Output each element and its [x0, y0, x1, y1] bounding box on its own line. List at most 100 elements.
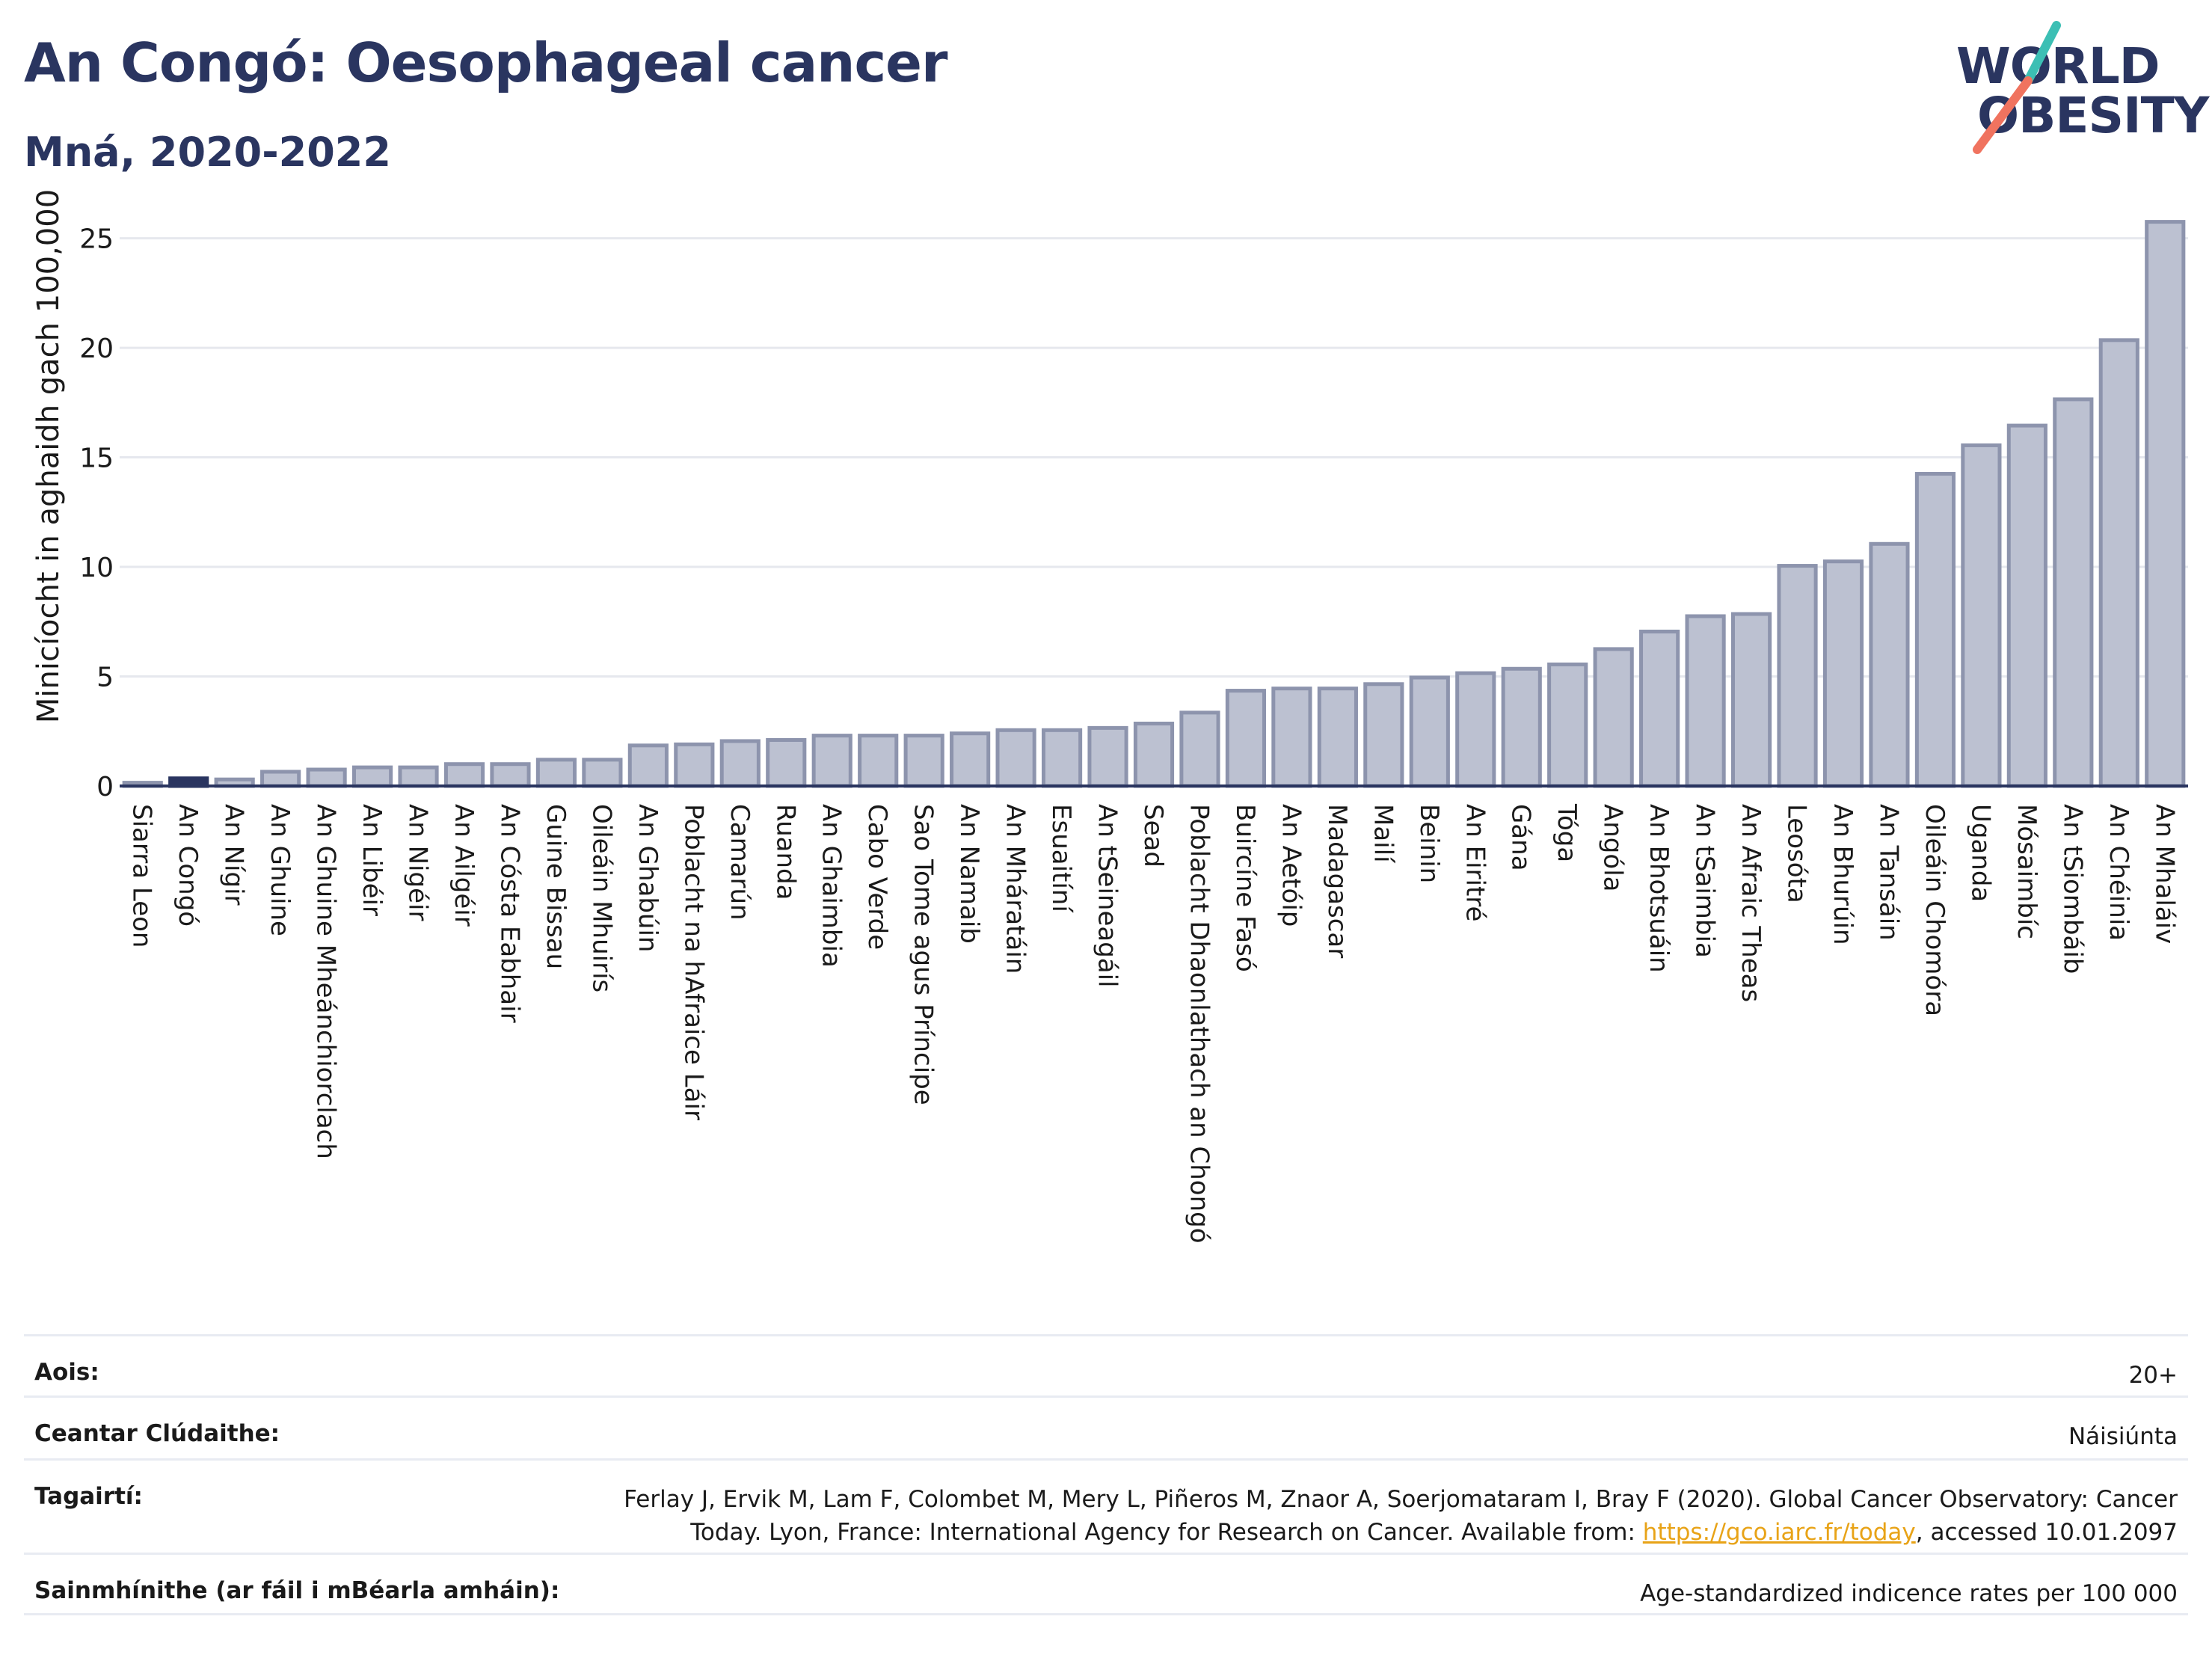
references-link[interactable]: https://gco.iarc.fr/today: [1642, 1519, 1916, 1546]
bar: [535, 758, 577, 788]
x-tick-label: Sao Tome agus Príncipe: [909, 804, 938, 1105]
coverage-label: Ceantar Clúdaithe:: [34, 1420, 280, 1447]
x-tick-label: An tSaimbia: [1690, 804, 1720, 958]
y-tick-label: 5: [96, 663, 114, 693]
age-label: Aois:: [34, 1359, 99, 1386]
bar: [1685, 614, 1726, 788]
bar: [351, 765, 393, 788]
bar: [1777, 564, 1818, 788]
y-tick-labels: 0 5 10 15 20 25: [79, 224, 114, 802]
x-tick-label: An Nigéir: [403, 804, 433, 921]
age-value: 20+: [2128, 1362, 2178, 1389]
bar: [443, 762, 485, 788]
info-table: Aois: 20+ Ceantar Clúdaithe: Náisiúnta T…: [24, 1334, 2188, 1615]
bar: [1869, 541, 1910, 788]
bar: [2053, 397, 2094, 788]
x-tick-label: Guine Bissau: [541, 804, 571, 969]
x-tick-label: An Eiritré: [1460, 804, 1490, 921]
bar: [950, 731, 991, 788]
bar: [995, 728, 1036, 788]
bar-chart: 0 5 10 15 20 25 Siarra Leon An Congó An Nígir An…: [31, 189, 2188, 1244]
bar: [1547, 662, 1588, 788]
y-tick-label: 20: [79, 334, 114, 364]
y-axis-label: Minicíocht in aghaidh gach 100,000: [31, 189, 66, 723]
bar: [766, 737, 807, 788]
x-tick-label: Siarra Leon: [127, 804, 157, 948]
bar: [1455, 671, 1496, 788]
x-tick-label: An Mhaláiv: [2149, 804, 2179, 944]
x-tick-label: An Ghuine Mheánchiorclach: [311, 804, 341, 1159]
x-tick-label: Poblacht Dhaonlathach an Chongó: [1184, 804, 1214, 1244]
x-tick-label: An Ghuine: [265, 804, 295, 936]
x-tick-label: An Chéinia: [2104, 804, 2133, 941]
bar: [2006, 423, 2047, 788]
x-tick-label: Esuaitíní: [1046, 804, 1076, 913]
bar: [1501, 666, 1542, 788]
x-tick-label: An Congó: [173, 804, 203, 927]
bar: [260, 770, 301, 788]
bar: [719, 739, 761, 788]
bar: [674, 742, 715, 788]
bar: [1593, 647, 1634, 788]
x-tick-label: An Ailgéir: [449, 804, 479, 927]
x-tick-label: Oileáin Chomóra: [1920, 804, 1950, 1016]
x-tick-labels: Siarra Leon An Congó An Nígir An Ghuine An G…: [127, 803, 2180, 1244]
x-tick-label: An Afraic Theas: [1736, 804, 1766, 1002]
bar: [858, 734, 899, 788]
y-tick-label: 15: [79, 443, 114, 474]
x-tick-label: Beinin: [1414, 804, 1444, 883]
info-row-references: Tagairtí: Ferlay J, Ervik M, Lam F, Colo…: [24, 1458, 2188, 1553]
bar: [1914, 472, 1956, 788]
x-tick-label: Sead: [1138, 804, 1168, 868]
x-tick-label: Oileáin Mhuirís: [586, 804, 616, 992]
bar: [1317, 687, 1358, 788]
bar: [1822, 559, 1864, 788]
x-tick-label: Gána: [1506, 804, 1536, 871]
x-tick-label: Madagascar: [1322, 804, 1352, 958]
bar: [582, 758, 623, 788]
bar: [1271, 687, 1312, 788]
chart-title: An Congó: Oesophageal cancer: [24, 31, 947, 94]
x-tick-label: An Bhurúin: [1828, 804, 1858, 945]
bar: [1730, 612, 1772, 788]
x-tick-label: Poblacht na hAfraice Láir: [678, 804, 708, 1120]
bar: [1041, 728, 1083, 788]
bar: [1639, 629, 1680, 788]
x-tick-label: An Mháratáin: [1001, 804, 1030, 974]
bar: [903, 734, 944, 788]
references-value: Ferlay J, Ervik M, Lam F, Colombet M, Me…: [607, 1483, 2178, 1549]
chart-subtitle: Mná, 2020-2022: [24, 129, 391, 176]
y-tick-label: 10: [79, 553, 114, 583]
x-tick-label: Angóla: [1598, 804, 1628, 891]
x-tick-label: An Aetóip: [1276, 804, 1306, 927]
bar: [811, 734, 852, 788]
info-row-definitions: Sainmhínithe (ar fáil i mBéarla amháin):…: [24, 1553, 2188, 1615]
x-tick-label: Mósaimbíc: [2012, 804, 2042, 939]
x-tick-label: Leosóta: [1782, 804, 1812, 903]
logo-line-1: WORLD: [1956, 37, 2160, 95]
bar: [1087, 725, 1128, 788]
x-tick-label: An Nígir: [219, 804, 249, 906]
references-suffix: , accessed 10.01.2097: [1915, 1519, 2178, 1546]
x-tick-label: An Cósta Eabhair: [494, 804, 524, 1023]
bar: [1409, 675, 1450, 788]
bar: [2098, 338, 2139, 788]
bar: [2145, 220, 2186, 788]
x-tick-label: An Ghabúin: [633, 804, 663, 952]
bar: [306, 767, 347, 788]
x-tick-label: Mailí: [1368, 804, 1398, 864]
y-tick-label: 25: [79, 224, 114, 255]
x-tick-label: Tóga: [1552, 803, 1582, 862]
info-row-age: Aois: 20+: [24, 1334, 2188, 1395]
references-label: Tagairtí:: [34, 1483, 143, 1510]
bar: [627, 743, 669, 788]
x-tick-label: An Ghaimbia: [817, 804, 847, 968]
x-tick-label: An tSiombáib: [2057, 804, 2087, 974]
x-tick-label: An Namaib: [954, 804, 984, 944]
definitions-value: Age-standardized indicence rates per 100…: [1640, 1580, 2178, 1607]
info-row-coverage: Ceantar Clúdaithe: Náisiúnta: [24, 1395, 2188, 1458]
bar: [1225, 689, 1267, 788]
world-obesity-logo: WORLD OBESITY: [1944, 21, 2209, 163]
x-tick-label: Camarún: [725, 804, 755, 921]
x-tick-label: Buircíne Fasó: [1230, 804, 1260, 972]
